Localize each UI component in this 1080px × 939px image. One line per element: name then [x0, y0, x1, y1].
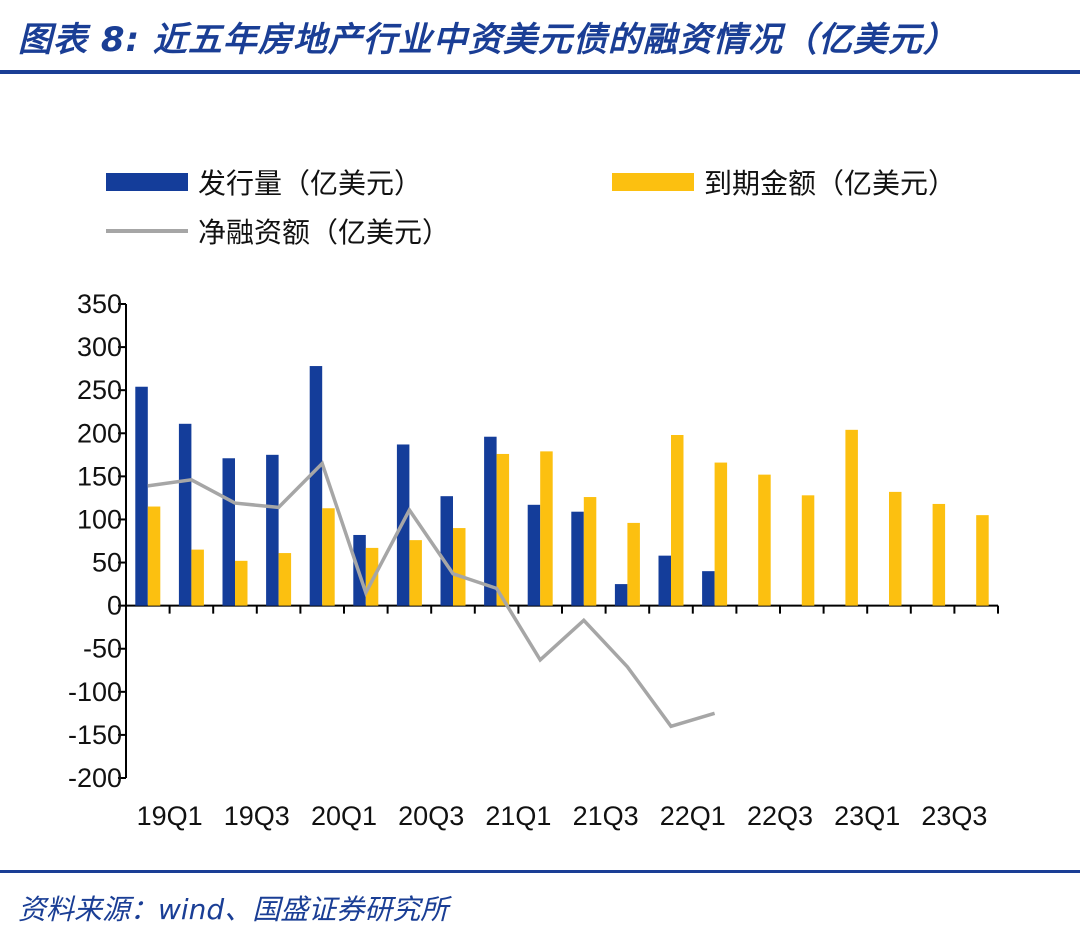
- bar-issuance: [658, 555, 671, 606]
- bar-maturity: [801, 495, 815, 606]
- bar-maturity: [322, 508, 335, 606]
- x-tick-label: 22Q3: [747, 801, 813, 831]
- title-divider: [0, 70, 1080, 74]
- legend-label-issuance: 发行量（亿美元）: [198, 167, 423, 200]
- bar-maturity: [191, 549, 204, 606]
- y-tick-label: 350: [77, 289, 122, 319]
- x-tick-label: 20Q3: [398, 801, 464, 831]
- legend-net: 净融资额（亿美元）: [106, 211, 450, 251]
- bar-issuance: [614, 584, 628, 606]
- y-tick-label: -100: [68, 677, 122, 707]
- bar-maturity: [147, 506, 161, 606]
- y-tick-label: 150: [77, 461, 122, 491]
- chart-header: 图表 8: 近五年房地产行业中资美元债的融资情况（亿美元）: [0, 0, 1080, 78]
- bar-maturity: [235, 560, 248, 606]
- legend-label-net: 净融资额（亿美元）: [198, 216, 451, 249]
- y-tick-label: 50: [92, 548, 122, 578]
- x-tick-label: 21Q3: [573, 801, 639, 831]
- bar-maturity: [540, 451, 553, 606]
- bar-issuance: [135, 386, 148, 606]
- legend-swatch-maturity: [612, 173, 694, 191]
- y-tick-label: 300: [77, 332, 122, 362]
- y-tick-label: -200: [68, 763, 122, 793]
- chart-title: 图表 8: 近五年房地产行业中资美元债的融资情况（亿美元）: [18, 20, 958, 60]
- x-tick-label: 23Q1: [834, 801, 900, 831]
- bar-maturity: [627, 522, 640, 606]
- chart-plot: 350 300 250 200 150 100 50 0 -50 -100 -150 -200 19Q1…: [68, 289, 999, 831]
- legend-swatch-issuance: [106, 173, 188, 191]
- bar-maturity: [496, 453, 510, 606]
- x-tick-label: 19Q1: [137, 801, 203, 831]
- bar-maturity: [409, 540, 422, 606]
- line-net-financing: [147, 460, 716, 729]
- bar-maturity: [671, 434, 684, 606]
- bar-issuance: [222, 458, 235, 606]
- bar-maturity: [932, 503, 946, 606]
- bar-maturity: [453, 528, 466, 606]
- y-tick-label: 0: [107, 591, 122, 621]
- y-tick-label: 200: [77, 418, 122, 448]
- x-tick-label: 21Q1: [485, 801, 551, 831]
- legend-label-maturity: 到期金额（亿美元）: [704, 167, 957, 200]
- bar-maturity: [889, 491, 902, 606]
- bar-maturity: [365, 547, 379, 606]
- y-tick-label: -50: [83, 634, 122, 664]
- y-tick-label: 100: [77, 504, 122, 534]
- bar-issuance: [440, 496, 453, 606]
- bar-issuance: [702, 571, 715, 606]
- source-note: 资料来源：wind、国盛证券研究所: [18, 893, 449, 926]
- bar-maturity: [278, 553, 292, 606]
- legend-maturity: 到期金额（亿美元）: [612, 162, 956, 202]
- bar-maturity: [976, 515, 989, 606]
- y-tick-label: -150: [68, 720, 122, 750]
- bar-maturity: [583, 497, 597, 606]
- x-tick-label: 20Q1: [311, 801, 377, 831]
- footer-divider: [0, 870, 1080, 873]
- bar-issuance: [309, 366, 323, 606]
- y-tick-label: 250: [77, 375, 122, 405]
- bar-issuance: [571, 511, 584, 606]
- bar-maturity: [714, 462, 728, 606]
- bar-issuance: [527, 504, 541, 606]
- bar-issuance: [178, 423, 192, 606]
- legend-issuance: 发行量（亿美元）: [106, 162, 422, 202]
- bar-issuance: [484, 436, 497, 606]
- x-tick-label: 19Q3: [224, 801, 290, 831]
- bar-maturity: [845, 429, 858, 606]
- legend-swatch-net: [106, 229, 188, 233]
- bar-issuance: [266, 454, 279, 606]
- x-tick-label: 23Q3: [921, 801, 987, 831]
- x-tick-label: 22Q1: [660, 801, 726, 831]
- bar-maturity: [758, 474, 771, 606]
